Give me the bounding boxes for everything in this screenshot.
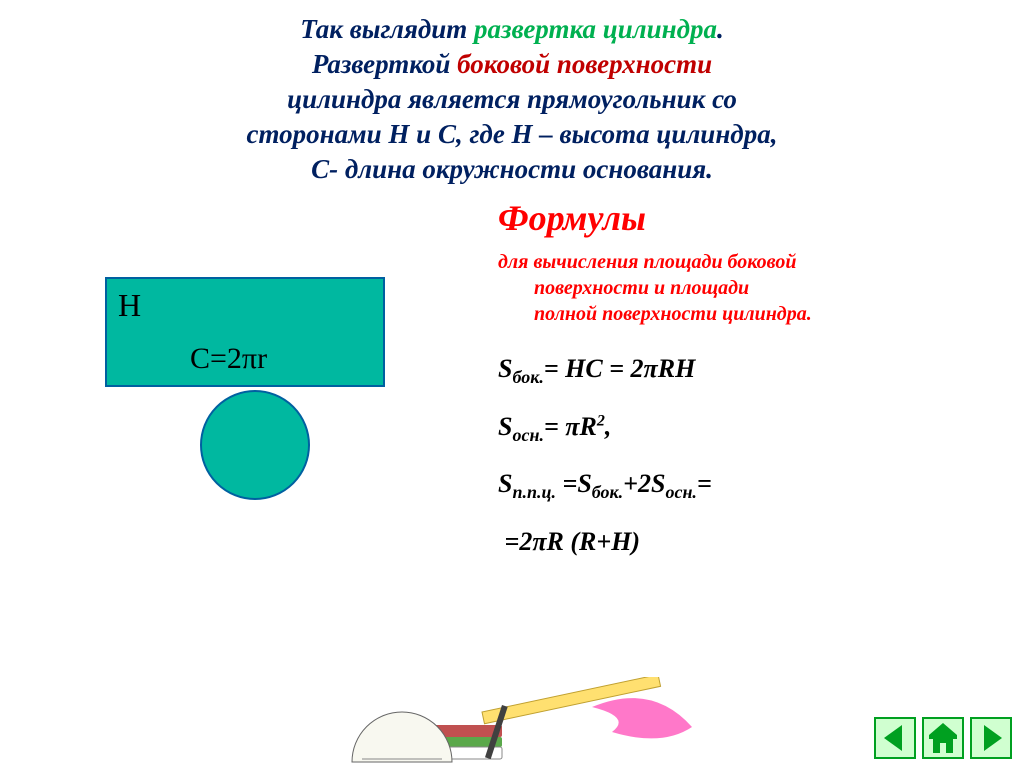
formula-total-result: =2πR (R+H)	[498, 524, 1018, 560]
nav-controls	[874, 717, 1012, 759]
title-line2a: Разверткой	[312, 49, 457, 79]
formula-lateral: Sбок.= HC = 2πRH	[498, 351, 1018, 390]
formulas-description: для вычисления площади боковой поверхнос…	[498, 249, 1018, 327]
rect-h-label: H	[118, 287, 141, 324]
desc-line2: поверхности и площади	[498, 275, 1018, 301]
diagram-area: H C=2πr	[0, 197, 490, 617]
slide-title: Так выглядит развертка цилиндра. Разверт…	[0, 0, 1024, 187]
formulas-heading: Формулы	[498, 197, 1018, 239]
nav-prev-button[interactable]	[874, 717, 916, 759]
title-green: развертка цилиндра	[474, 14, 717, 44]
desc-line3: полной поверхности цилиндра.	[498, 301, 1018, 327]
formula-base: Sосн.= πR2,	[498, 409, 1018, 448]
title-line4: сторонами Н и С, где Н – высота цилиндра…	[0, 117, 1024, 152]
title-line3: цилиндра является прямоугольник со	[0, 82, 1024, 117]
formula-total: Sп.п.ц. =Sбок.+2Sосн.=	[498, 466, 1018, 505]
cylinder-base-circle	[200, 390, 310, 500]
content-row: H C=2πr Формулы для вычисления площади б…	[0, 197, 1024, 617]
nav-home-button[interactable]	[922, 717, 964, 759]
formulas-area: Формулы для вычисления площади боковой п…	[490, 197, 1018, 617]
footer-decoration	[170, 677, 854, 767]
nav-next-button[interactable]	[970, 717, 1012, 759]
title-part1: Так выглядит	[300, 14, 474, 44]
rect-c-label: C=2πr	[190, 342, 267, 376]
desc-line1: для вычисления площади боковой	[498, 251, 796, 273]
title-line5: С- длина окружности основания.	[0, 152, 1024, 187]
title-part2: .	[717, 14, 724, 44]
title-line2-red: боковой поверхности	[457, 49, 712, 79]
